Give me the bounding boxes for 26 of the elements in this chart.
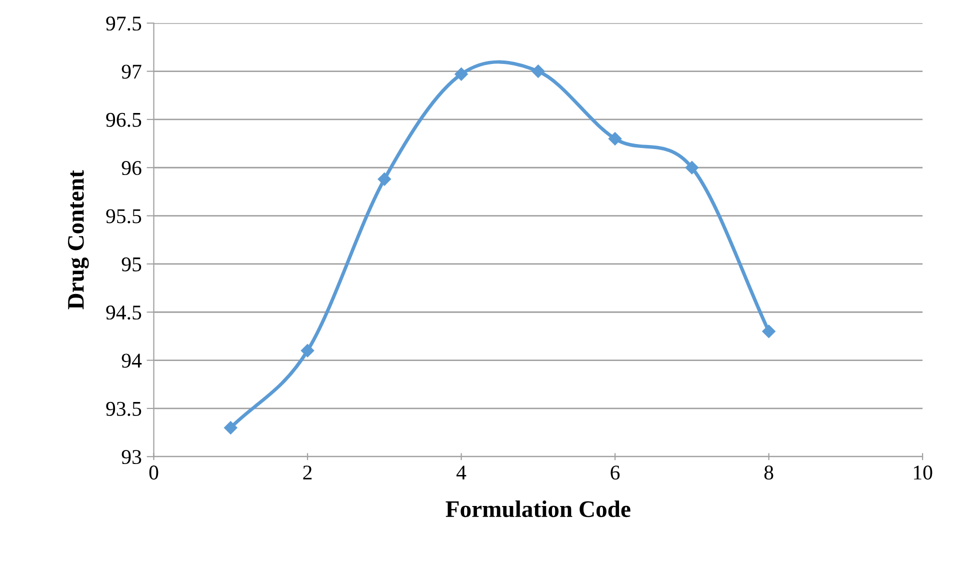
y-tick-label: 93.5 xyxy=(106,402,142,416)
y-axis-title: Drug Content xyxy=(68,170,89,310)
x-tick-label: 4 xyxy=(456,466,466,480)
point xyxy=(608,132,622,146)
point xyxy=(685,161,699,174)
point xyxy=(224,421,238,434)
x-tick-label: 6 xyxy=(610,466,620,480)
y-tick-label: 94 xyxy=(122,354,142,368)
y-tick-label: 95 xyxy=(122,257,142,272)
x-tick-label: 0 xyxy=(149,466,158,480)
point xyxy=(300,344,314,358)
x-tick-label: 2 xyxy=(303,466,312,480)
point xyxy=(454,68,468,81)
y-tick-label: 94.5 xyxy=(106,306,142,320)
point xyxy=(378,172,391,186)
point xyxy=(532,64,545,78)
point xyxy=(762,324,776,338)
y-tick-label: 96.5 xyxy=(106,112,142,127)
x-axis-title: Formulation Code xyxy=(446,500,630,518)
y-tick-label: 93 xyxy=(122,450,142,464)
x-tick-label: 8 xyxy=(764,466,774,480)
y-tick-label: 96 xyxy=(122,161,142,176)
y-tick-label: 97.5 xyxy=(106,16,142,31)
x-tick-label: 10 xyxy=(914,466,932,480)
y-tick-label: 97 xyxy=(122,64,142,79)
y-tick-label: 95.5 xyxy=(106,209,142,224)
